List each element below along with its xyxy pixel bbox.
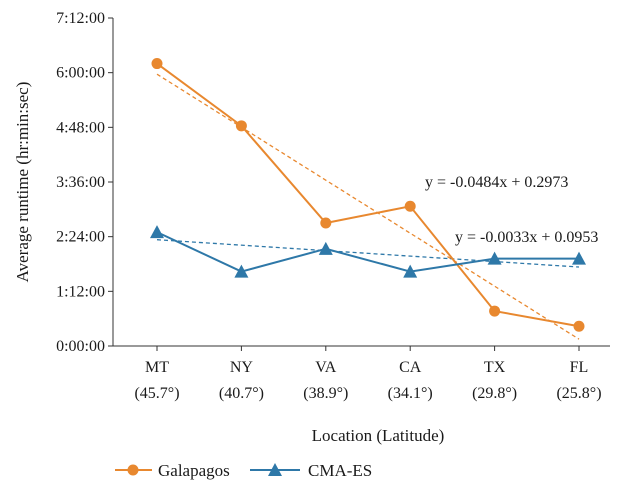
galapagos-point xyxy=(404,200,416,212)
y-tick-label: 1:12:00 xyxy=(56,283,105,300)
y-tick-label: 6:00:00 xyxy=(56,65,105,82)
x-tick-label-code: VA xyxy=(315,359,336,376)
trendlines xyxy=(156,73,580,340)
cmaes-series-line xyxy=(156,231,579,273)
cmaes-point xyxy=(572,251,586,265)
y-tick-label: 0:00:00 xyxy=(56,338,105,355)
x-tick-label-latitude: (25.8°) xyxy=(556,385,601,402)
x-tick-label-code: NY xyxy=(230,359,254,376)
x-tick-label-code: FL xyxy=(570,359,589,376)
cmaes-trendline xyxy=(156,239,580,268)
x-tick-label-latitude: (40.7°) xyxy=(219,385,264,402)
legend-galapagos-marker xyxy=(127,464,139,476)
galapagos-point xyxy=(320,217,332,229)
y-axis-title: Average runtime (hr:min:sec) xyxy=(13,82,32,283)
cmaes-point xyxy=(318,241,333,255)
x-tick-label-latitude: (38.9°) xyxy=(303,385,348,402)
y-tick-label: 2:24:00 xyxy=(56,229,105,246)
legend-cmaes-label: CMA-ES xyxy=(308,461,372,480)
galapagos-point xyxy=(235,120,247,132)
x-tick-label-code: TX xyxy=(484,359,506,376)
cmaes-point xyxy=(234,264,249,278)
x-tick-label-code: MT xyxy=(145,359,169,376)
y-tick-label: 4:48:00 xyxy=(56,119,105,136)
legend-galapagos-label: Galapagos xyxy=(158,461,230,480)
x-tick-label-latitude: (29.8°) xyxy=(472,385,517,402)
y-tick-label: 3:36:00 xyxy=(56,174,105,191)
galapagos-point xyxy=(573,320,585,332)
galapagos-trendline xyxy=(156,73,580,340)
x-axis-ticks: MT (45.7°) NY (40.7°) VA (38.9°) CA (34.1°) TX (2… xyxy=(134,346,602,402)
cmaes-equation: y = -0.0033x + 0.0953 xyxy=(455,229,598,246)
cmaes-point xyxy=(403,264,418,278)
galapagos-point xyxy=(151,58,163,70)
series-lines xyxy=(156,62,580,328)
galapagos-series-line xyxy=(156,62,580,328)
galapagos-equation: y = -0.0484x + 0.2973 xyxy=(425,174,568,191)
x-tick-label-code: CA xyxy=(399,359,422,376)
legend: Galapagos CMA-ES xyxy=(115,461,372,480)
series-markers xyxy=(150,58,586,332)
galapagos-point xyxy=(489,305,501,317)
x-tick-label-latitude: (45.7°) xyxy=(134,385,179,402)
legend-cmaes-marker xyxy=(268,463,282,476)
y-tick-label: 7:12:00 xyxy=(56,10,105,27)
cmaes-point xyxy=(150,225,164,239)
y-axis-ticks: 0:00:00 1:12:00 2:24:00 3:36:00 4:48:00 6:00:… xyxy=(56,10,113,355)
x-tick-label-latitude: (34.1°) xyxy=(388,385,433,402)
x-axis-title: Location (Latitude) xyxy=(312,426,445,445)
cmaes-point xyxy=(487,251,502,265)
